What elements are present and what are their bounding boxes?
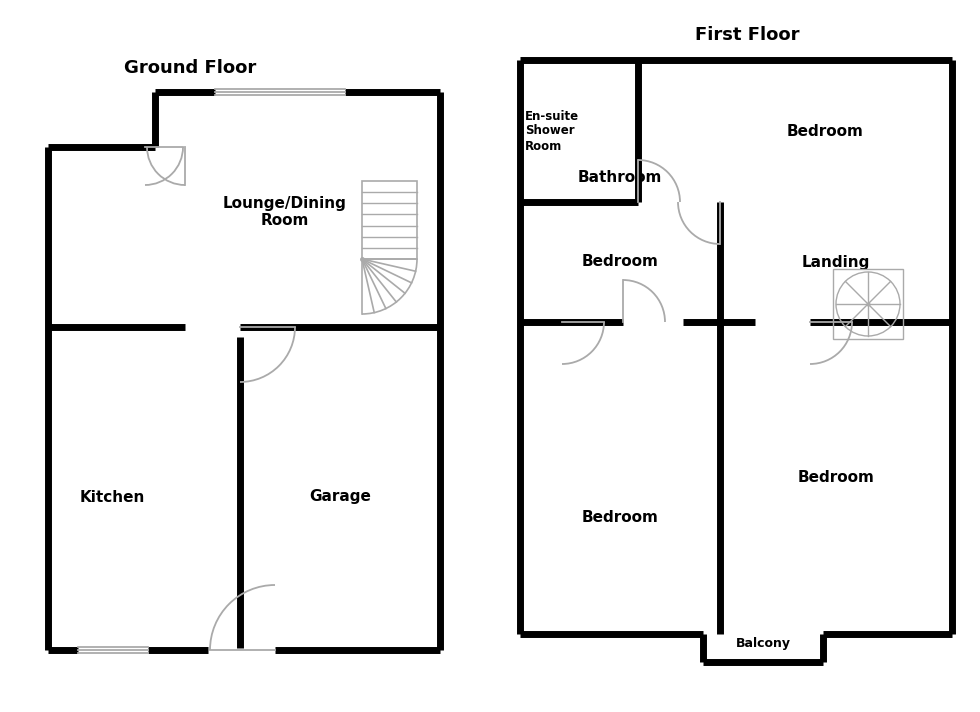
Text: Landing: Landing: [802, 254, 870, 270]
Text: Lounge/Dining
Room: Lounge/Dining Room: [223, 196, 347, 229]
Text: Kitchen: Kitchen: [79, 490, 145, 505]
Text: Bedroom: Bedroom: [581, 254, 659, 270]
Text: Bathroom: Bathroom: [578, 170, 662, 186]
Bar: [362, 181, 417, 259]
Text: Garage: Garage: [309, 490, 371, 505]
Text: Ground Floor: Ground Floor: [123, 59, 256, 77]
Bar: [833, 269, 904, 339]
Text: First Floor: First Floor: [695, 26, 800, 44]
Text: Balcony: Balcony: [736, 637, 791, 649]
Text: Bedroom: Bedroom: [787, 123, 863, 139]
Text: Bedroom: Bedroom: [581, 511, 659, 525]
Text: Bedroom: Bedroom: [798, 471, 874, 486]
Text: En-suite
Shower
Room: En-suite Shower Room: [525, 110, 579, 152]
